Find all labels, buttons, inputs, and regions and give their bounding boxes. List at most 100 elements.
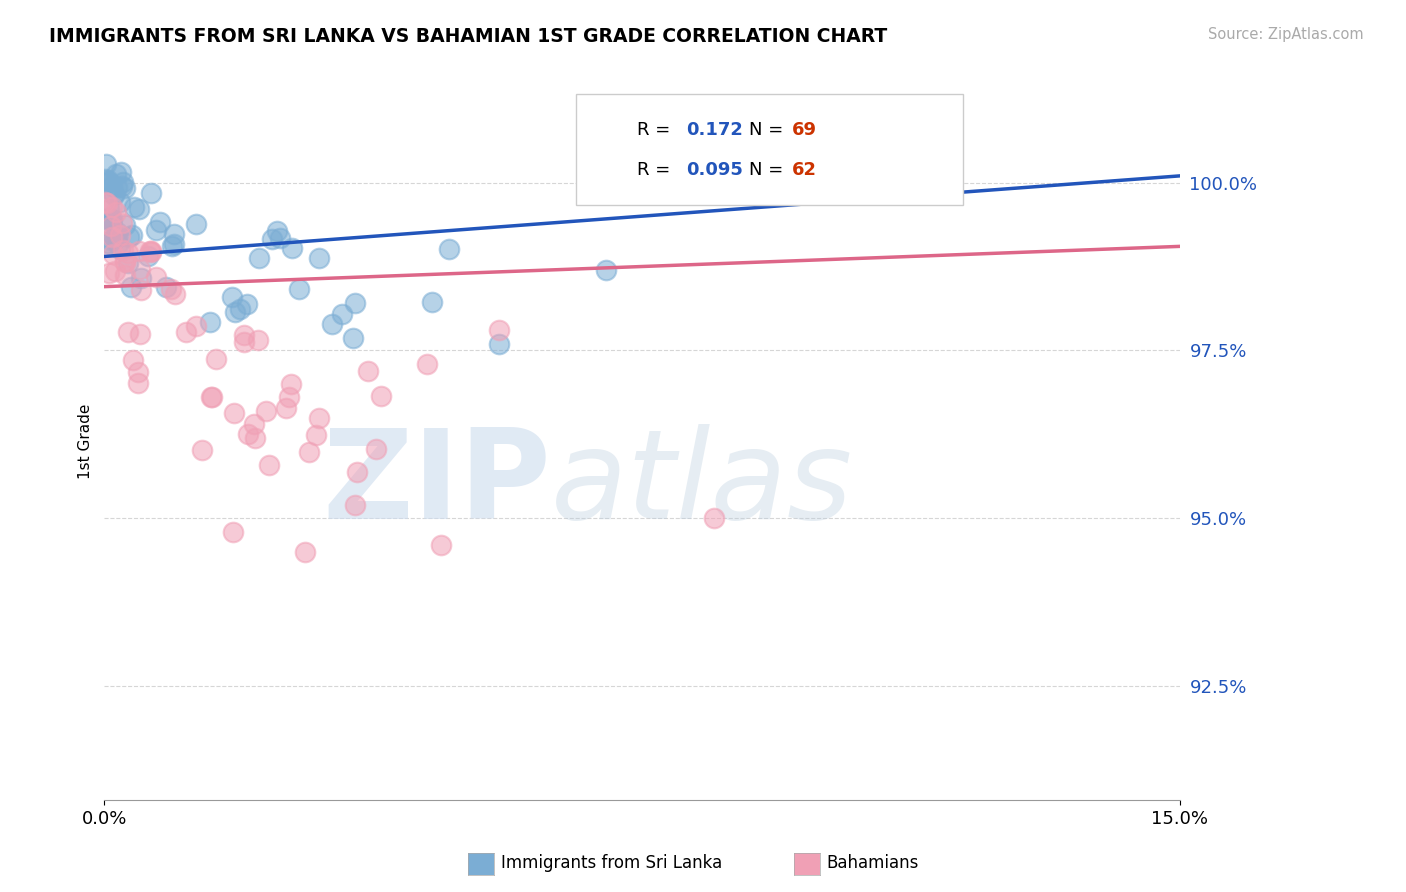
Point: [94, 171, 117, 186]
Point: [117, 326, 139, 340]
Point: [139, 186, 162, 200]
Point: [294, 545, 316, 559]
Point: [101, 211, 124, 226]
Point: [98, 266, 121, 280]
Text: N =: N =: [749, 121, 789, 139]
Point: [305, 428, 328, 442]
Point: [114, 218, 136, 232]
Point: [190, 443, 212, 458]
Point: [103, 246, 125, 260]
Point: [104, 232, 127, 246]
Point: [105, 230, 128, 244]
Point: [249, 251, 271, 265]
Point: [97, 236, 120, 251]
Point: [128, 261, 150, 276]
Point: [437, 242, 460, 256]
Point: [127, 365, 149, 379]
Point: [366, 442, 388, 456]
Point: [262, 231, 284, 245]
Point: [104, 205, 127, 219]
Point: [108, 195, 131, 210]
Point: [114, 253, 136, 268]
Point: [224, 305, 246, 319]
Point: [129, 326, 152, 341]
Point: [94, 156, 117, 170]
Point: [145, 269, 167, 284]
Point: [105, 180, 128, 194]
Point: [122, 353, 145, 368]
Point: [297, 445, 319, 459]
Point: [266, 224, 288, 238]
Point: [128, 202, 150, 216]
Point: [221, 290, 243, 304]
Point: [105, 226, 128, 240]
Text: 0.172: 0.172: [686, 121, 742, 139]
Point: [93, 194, 115, 209]
Point: [127, 376, 149, 390]
Point: [111, 216, 134, 230]
Point: [416, 357, 439, 371]
Point: [114, 255, 136, 269]
Point: [288, 282, 311, 296]
Point: [344, 498, 367, 512]
Point: [488, 323, 510, 337]
Point: [198, 314, 221, 328]
Point: [94, 177, 117, 191]
Point: [128, 244, 150, 259]
Point: [97, 211, 120, 226]
Point: [344, 296, 367, 310]
Point: [280, 376, 302, 391]
Point: [236, 297, 259, 311]
Point: [184, 217, 207, 231]
Point: [222, 407, 245, 421]
Point: [139, 244, 162, 259]
Text: R =: R =: [637, 161, 676, 179]
Point: [118, 230, 141, 244]
Point: [110, 165, 132, 179]
Text: Immigrants from Sri Lanka: Immigrants from Sri Lanka: [501, 855, 721, 872]
Point: [111, 243, 134, 257]
Point: [254, 404, 277, 418]
Point: [100, 219, 122, 233]
Point: [100, 200, 122, 214]
Point: [259, 458, 281, 472]
Point: [108, 242, 131, 256]
Point: [111, 175, 134, 189]
Point: [274, 401, 297, 416]
Point: [117, 256, 139, 270]
Point: [204, 352, 226, 367]
Point: [280, 241, 302, 255]
Point: [96, 216, 118, 230]
Point: [595, 263, 617, 277]
Point: [162, 227, 184, 241]
Point: [184, 318, 207, 333]
Point: [111, 179, 134, 194]
Point: [97, 172, 120, 186]
Point: [104, 168, 127, 182]
Point: [200, 390, 222, 404]
Text: atlas: atlas: [551, 424, 853, 545]
Point: [129, 284, 152, 298]
Point: [278, 391, 301, 405]
Point: [165, 287, 187, 301]
Point: [243, 417, 266, 431]
Point: [121, 228, 143, 243]
Point: [101, 179, 124, 194]
Point: [145, 223, 167, 237]
Point: [103, 188, 125, 202]
Text: R =: R =: [637, 121, 682, 139]
Point: [430, 538, 453, 552]
Point: [129, 271, 152, 285]
Point: [243, 431, 266, 445]
Point: [117, 246, 139, 260]
Point: [136, 249, 159, 263]
Point: [201, 391, 224, 405]
Point: [174, 325, 197, 339]
Text: N =: N =: [749, 161, 789, 179]
Text: Source: ZipAtlas.com: Source: ZipAtlas.com: [1208, 27, 1364, 42]
Point: [163, 237, 186, 252]
Point: [342, 331, 364, 345]
Point: [222, 524, 245, 539]
Point: [308, 252, 330, 266]
Point: [97, 202, 120, 216]
